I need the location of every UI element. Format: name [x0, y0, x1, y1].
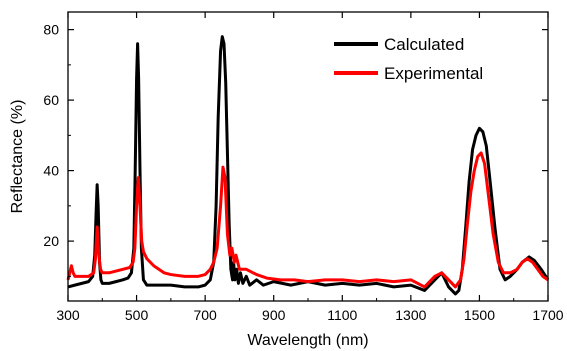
- y-tick-label: 20: [43, 233, 59, 249]
- plot-background: [68, 12, 548, 301]
- x-axis-title: Wavelength (nm): [247, 332, 368, 349]
- x-tick-label: 1500: [464, 307, 495, 323]
- y-tick-label: 80: [43, 22, 59, 38]
- plot-area: [68, 12, 548, 301]
- x-tick-label: 1700: [532, 307, 563, 323]
- y-tick-label: 60: [43, 92, 59, 108]
- x-tick-label: 500: [125, 307, 149, 323]
- x-tick-label: 300: [56, 307, 80, 323]
- axes-layer: 300 500 700 900 1100 1300 1500 1700 20 40 60 80: [43, 11, 564, 323]
- y-tick-label: 40: [43, 163, 59, 179]
- y-axis-title: Reflectance (%): [9, 100, 26, 214]
- x-tick-label: 1300: [395, 307, 426, 323]
- series-line-experimental: [66, 151, 549, 289]
- x-tick-label: 900: [262, 307, 286, 323]
- legend-label-calculated: Calculated: [384, 35, 464, 54]
- legend-label-experimental: Experimental: [384, 64, 483, 83]
- series-layer: [66, 35, 550, 296]
- legend: Calculated Experimental: [334, 35, 483, 83]
- x-tick-label: 700: [193, 307, 217, 323]
- x-tick-label: 1100: [327, 307, 357, 323]
